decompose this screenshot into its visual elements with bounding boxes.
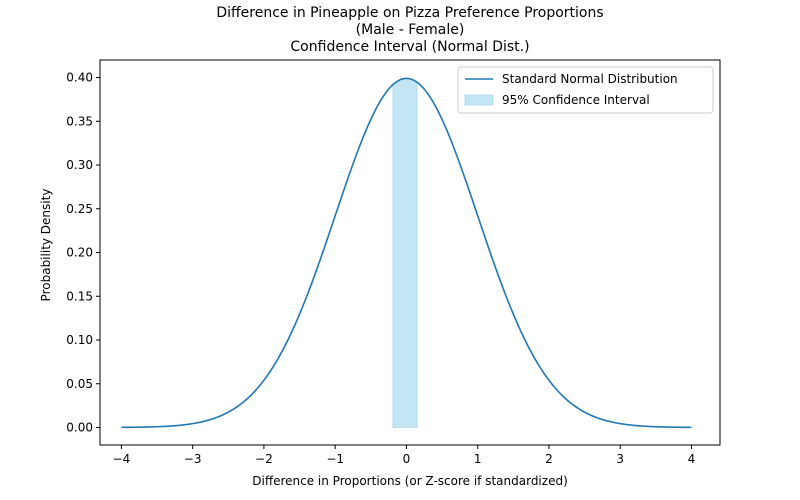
y-tick-label: 0.35 <box>66 114 93 128</box>
chart-title-line-2: (Male - Female) <box>356 22 465 38</box>
y-tick-label: 0.25 <box>66 202 93 216</box>
x-tick-label: 1 <box>474 452 482 466</box>
y-axis-label: Probability Density <box>39 189 53 302</box>
y-tick-label: 0.10 <box>66 333 93 347</box>
x-tick-label: −3 <box>184 452 202 466</box>
legend-box <box>457 66 714 114</box>
x-axis-label: Difference in Proportions (or Z-score if… <box>252 474 568 488</box>
chart-title: Difference in Pineapple on Pizza Prefere… <box>216 5 603 55</box>
x-tick-label: 3 <box>616 452 624 466</box>
x-tick-label: 2 <box>545 452 553 466</box>
x-tick-label: −4 <box>113 452 131 466</box>
chart-title-line-1: Difference in Pineapple on Pizza Prefere… <box>216 5 603 21</box>
y-tick-label: 0.00 <box>66 421 93 435</box>
legend-entry-normal: Standard Normal Distribution <box>502 72 678 86</box>
x-tick-label: −1 <box>326 452 344 466</box>
ci-band <box>392 77 418 428</box>
y-tick-label: 0.20 <box>66 246 93 260</box>
x-tick-label: −2 <box>255 452 273 466</box>
chart-title-line-3: Confidence Interval (Normal Dist.) <box>290 39 529 55</box>
y-tick-label: 0.15 <box>66 289 93 303</box>
normal-curve-line <box>121 77 692 429</box>
legend-entry-ci: 95% Confidence Interval <box>502 93 650 107</box>
plot-area <box>121 77 692 429</box>
x-tick-label: 0 <box>403 452 411 466</box>
axes: −4 −3 −2 −1 0 1 2 3 4 0.00 0.05 0.10 0.15 0.20 0.25 0.3… <box>66 59 721 466</box>
y-tick-label: 0.05 <box>66 377 93 391</box>
y-tick-label: 0.30 <box>66 158 93 172</box>
y-tick-label: 0.40 <box>66 71 93 85</box>
legend-area-swatch <box>464 94 494 106</box>
legend: Standard Normal Distribution 95% Confiden… <box>457 66 714 114</box>
x-tick-label: 4 <box>688 452 696 466</box>
